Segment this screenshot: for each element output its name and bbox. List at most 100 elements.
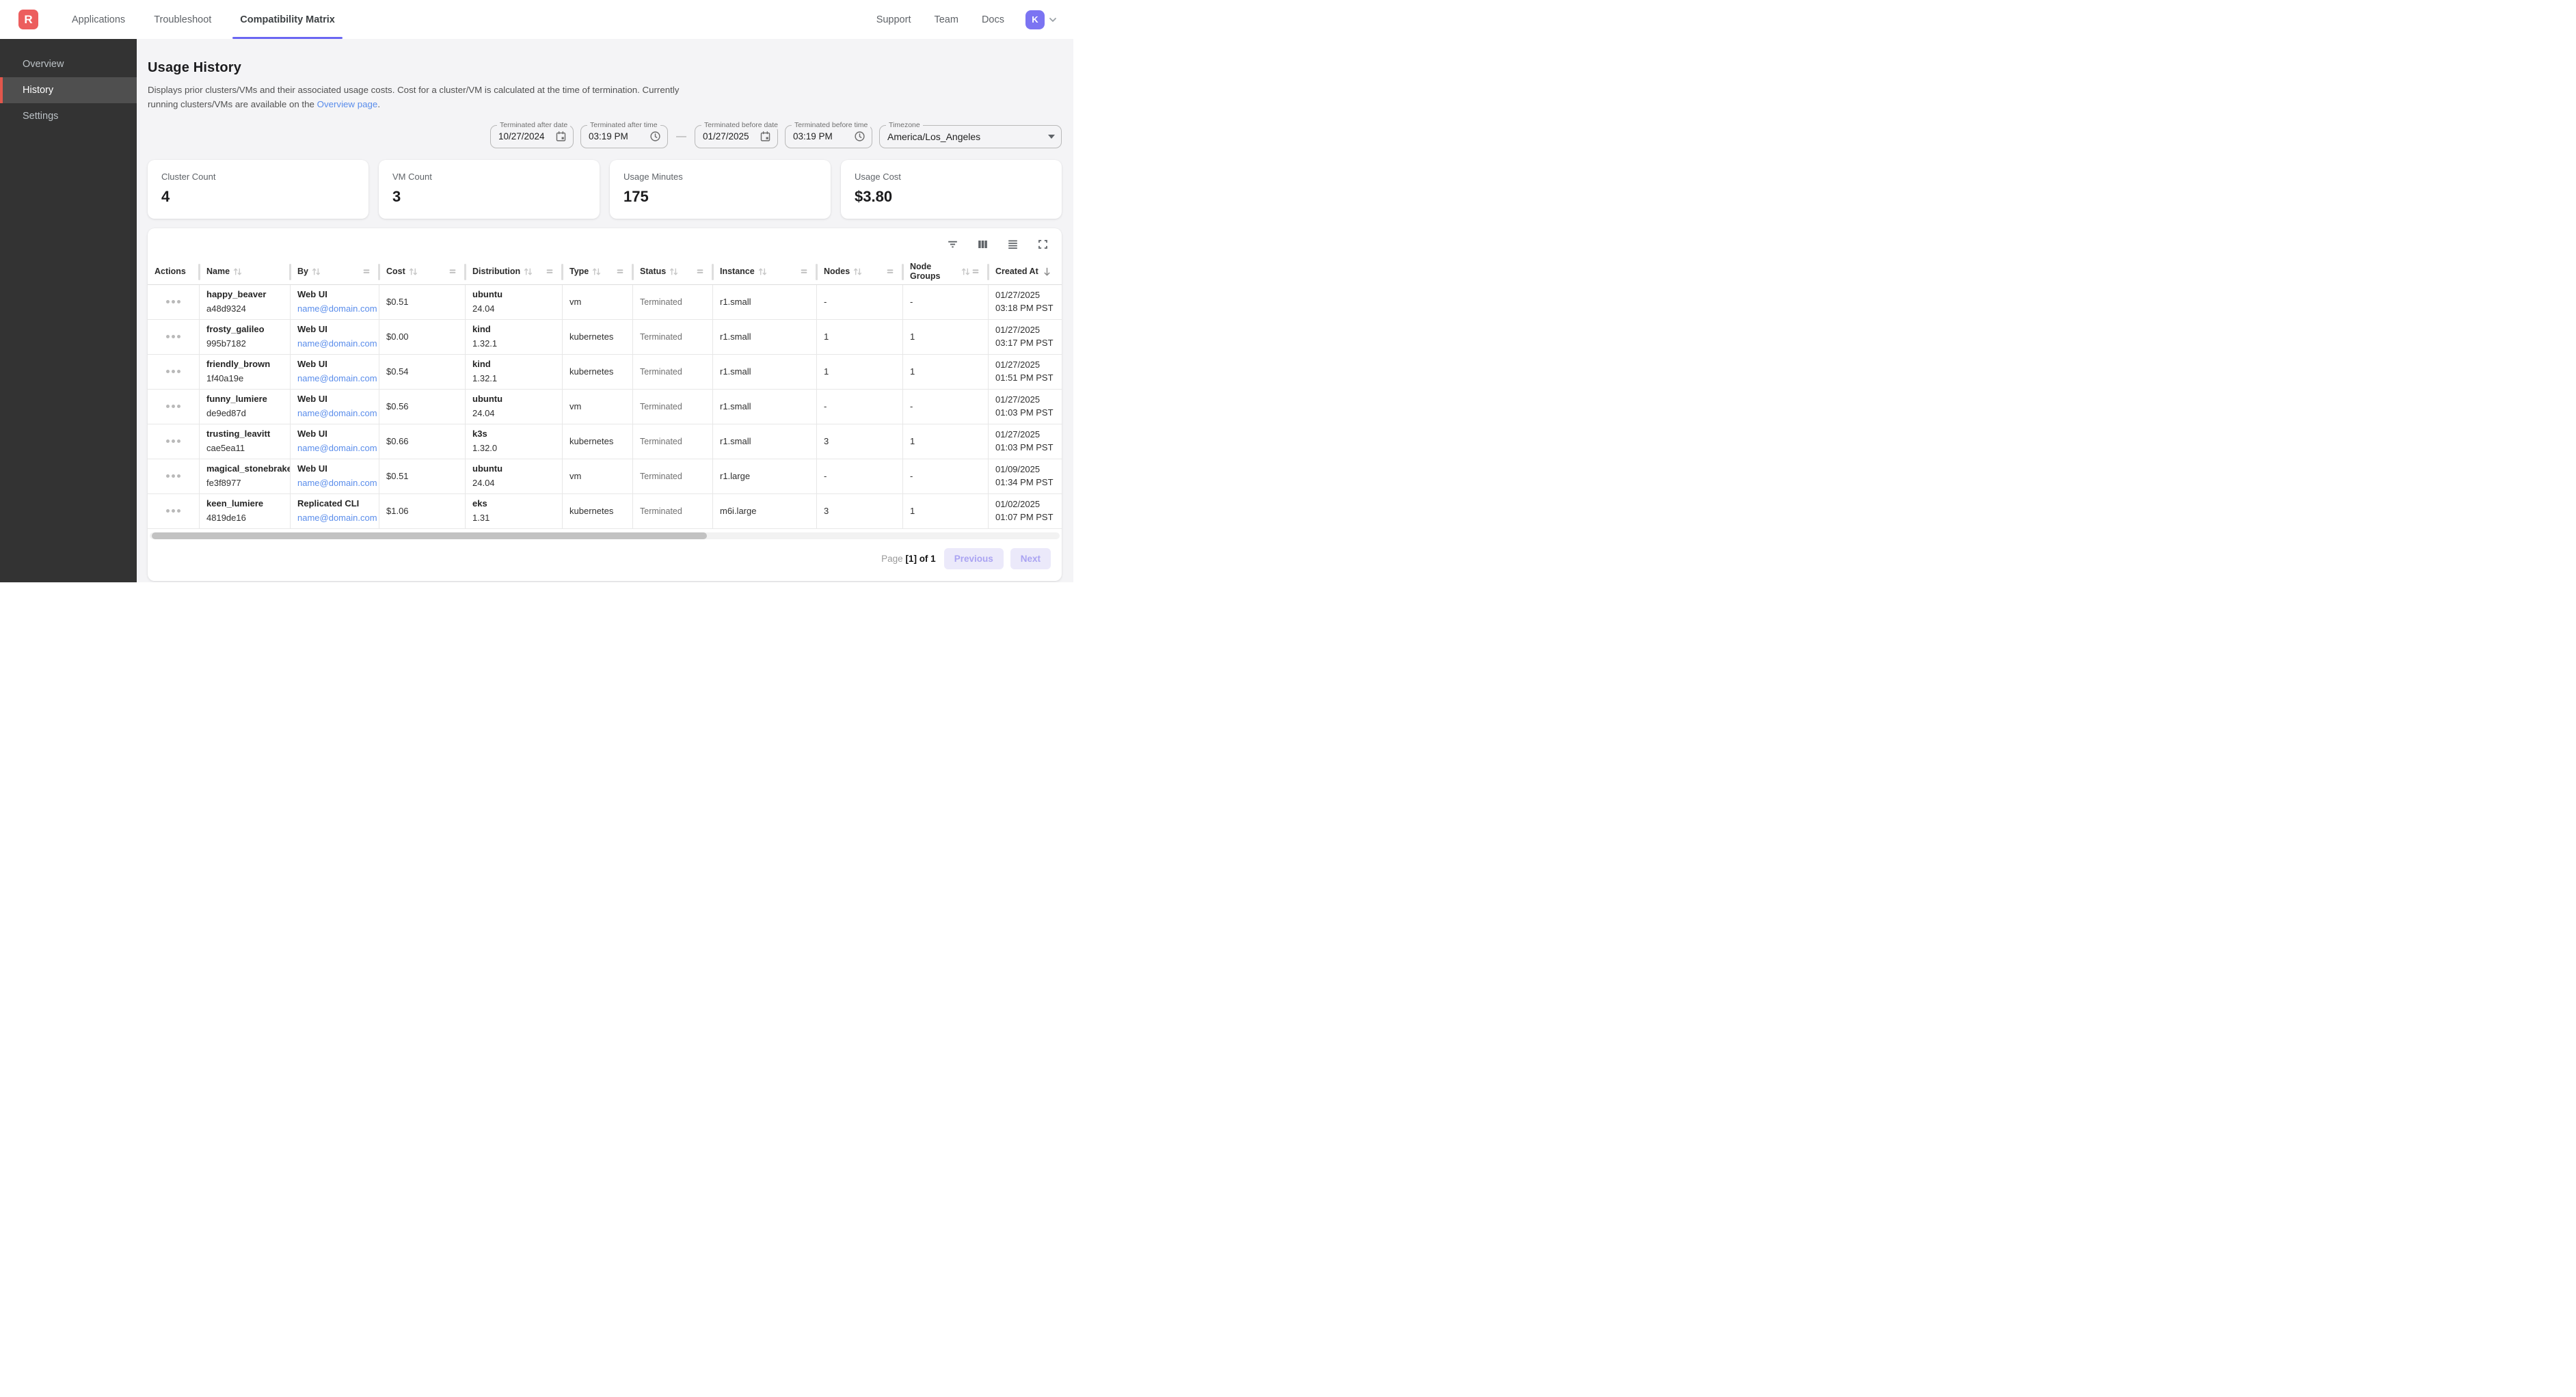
column-header[interactable]: Instance [713,259,817,284]
columns-button[interactable] [976,238,989,252]
column-menu-icon[interactable] [362,267,371,276]
avatar-initial: K [1032,14,1038,25]
clock-icon[interactable] [854,131,866,142]
nav-tab[interactable]: Compatibility Matrix [226,0,349,39]
terminated-after-date-field[interactable]: Terminated after date 10/27/2024 [490,125,574,148]
row-actions-button[interactable] [162,401,185,412]
created-time: 03:18 PM PST [995,302,1055,314]
stat-cards: Cluster Count 4 VM Count 3 Usage Minutes… [148,160,1062,219]
column-menu-icon[interactable] [448,267,457,276]
column-header[interactable]: Type [563,259,633,284]
distribution-version: 24.04 [472,407,555,420]
horizontal-scrollbar[interactable] [150,532,1060,539]
name-cell: trusting_leavitt cae5ea11 [200,424,291,459]
calendar-icon[interactable] [760,131,771,142]
column-menu-icon[interactable] [615,267,625,276]
density-button[interactable] [1006,238,1019,252]
column-header[interactable]: Created At [989,259,1062,284]
columns-icon [976,238,989,251]
cluster-id: fe3f8977 [206,477,283,489]
nav-link-label: Team [934,14,958,25]
density-icon [1006,238,1019,251]
by-cell: Web UI name@domain.com [291,285,379,319]
name-cell: happy_beaver a48d9324 [200,285,291,319]
column-header[interactable]: Node Groups [903,259,989,284]
column-menu-icon[interactable] [885,267,895,276]
timezone-select[interactable]: Timezone America/Los_Angeles [879,125,1062,148]
status-cell: Terminated [633,285,713,319]
instance-value: r1.small [720,401,809,411]
column-menu-icon[interactable] [799,267,809,276]
row-actions-button[interactable] [162,435,185,447]
created-by-email-link[interactable]: name@domain.com [297,478,377,488]
node-groups-cell: - [903,390,989,424]
node-groups-cell: 1 [903,494,989,528]
nav-link[interactable]: Support [865,14,923,25]
row-actions-button[interactable] [162,366,185,377]
column-menu-icon[interactable] [695,267,705,276]
nav-link[interactable]: Docs [970,14,1016,25]
created-time: 03:17 PM PST [995,337,1055,349]
cluster-name: happy_beaver [206,288,283,301]
row-actions-button[interactable] [162,296,185,308]
cost-value: $0.66 [386,436,458,446]
row-actions-button[interactable] [162,331,185,342]
created-date: 01/09/2025 [995,464,1055,474]
terminated-after-time-field[interactable]: Terminated after time 03:19 PM [580,125,668,148]
column-header-label: By [297,267,308,276]
created-by-email-link[interactable]: name@domain.com [297,443,377,453]
distribution-version: 1.32.0 [472,442,555,455]
cluster-id: de9ed87d [206,407,283,420]
replicated-logo[interactable]: R [18,10,38,29]
sidebar-item-label: Overview [23,59,64,70]
nav-right: Support Team Docs K [865,0,1073,39]
nodes-cell: 3 [817,424,903,459]
column-header[interactable]: Nodes [817,259,903,284]
cluster-id: 995b7182 [206,338,283,350]
terminated-before-time-field[interactable]: Terminated before time 03:19 PM [785,125,872,148]
previous-page-button[interactable]: Previous [944,548,1004,569]
column-menu-icon[interactable] [971,267,980,276]
distribution-name: ubuntu [472,393,555,405]
column-header[interactable]: Actions [148,259,200,284]
sidebar-item[interactable]: Overview [0,51,137,77]
created-at-cell: 01/27/2025 01:03 PM PST [989,390,1062,424]
node-groups-value: 1 [910,366,981,377]
logo-letter: R [24,13,32,27]
created-by-email-link[interactable]: name@domain.com [297,338,377,349]
terminated-before-date-field[interactable]: Terminated before date 01/27/2025 [695,125,778,148]
cost-cell: $0.51 [379,459,466,493]
column-header[interactable]: Cost [379,259,466,284]
column-header[interactable]: Name [200,259,291,284]
account-menu-button[interactable]: K [1025,10,1058,29]
filter-button[interactable] [945,238,959,252]
type-cell: kubernetes [563,355,633,389]
nav-tab[interactable]: Applications [57,0,139,39]
sidebar-item[interactable]: Settings [0,103,137,129]
clock-icon[interactable] [649,131,661,142]
row-actions-button[interactable] [162,470,185,482]
created-at-cell: 01/02/2025 01:07 PM PST [989,494,1062,528]
column-header[interactable]: By [291,259,379,284]
nav-link[interactable]: Team [922,14,969,25]
created-by-email-link[interactable]: name@domain.com [297,408,377,418]
calendar-icon[interactable] [555,131,567,142]
filter-icon [946,238,959,251]
type-cell: kubernetes [563,424,633,459]
nav-tab[interactable]: Troubleshoot [139,0,226,39]
overview-page-link[interactable]: Overview page [317,99,378,109]
scrollbar-thumb[interactable] [152,532,707,539]
row-actions-button[interactable] [162,505,185,517]
column-header[interactable]: Distribution [466,259,563,284]
created-by-email-link[interactable]: name@domain.com [297,303,377,314]
created-date: 01/27/2025 [995,290,1055,300]
created-by-email-link[interactable]: name@domain.com [297,513,377,523]
column-header[interactable]: Status [633,259,713,284]
created-by-email-link[interactable]: name@domain.com [297,373,377,383]
cost-value: $0.56 [386,401,458,411]
fullscreen-button[interactable] [1036,238,1049,252]
nodes-cell: - [817,285,903,319]
sidebar-item[interactable]: History [0,77,137,103]
column-menu-icon[interactable] [545,267,554,276]
next-page-button[interactable]: Next [1010,548,1051,569]
